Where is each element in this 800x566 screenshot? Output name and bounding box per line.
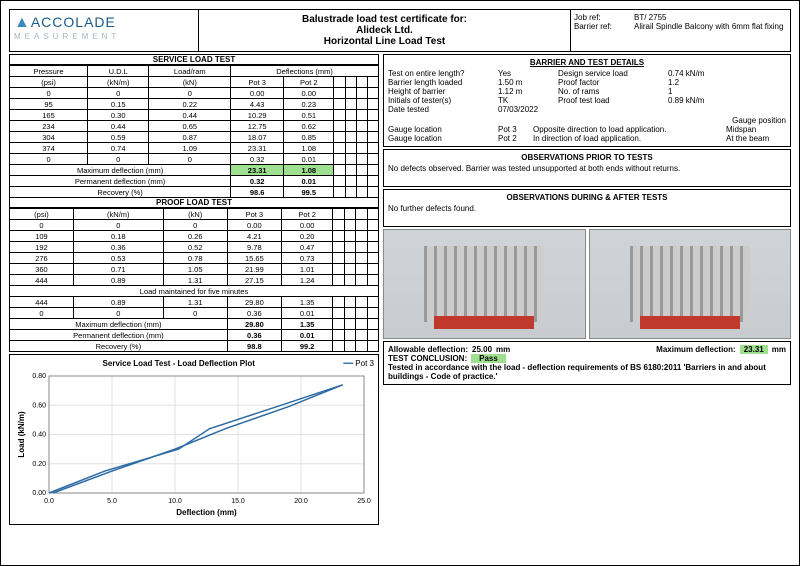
maxdef-label: Maximum deflection: xyxy=(656,345,736,354)
proof-test-title: PROOF LOAD TEST xyxy=(9,198,379,208)
right-column: BARRIER AND TEST DETAILS Test on entire … xyxy=(383,54,791,525)
photo-2 xyxy=(589,229,792,339)
photo-1 xyxy=(383,229,586,339)
barrier-ref-value: Alirail Spindle Balcony with 6mm flat fi… xyxy=(634,22,787,31)
svg-text:10.0: 10.0 xyxy=(168,498,182,505)
svg-text:25.0: 25.0 xyxy=(357,498,371,505)
jobref-label: Job ref: xyxy=(574,13,634,22)
photos-row xyxy=(383,229,791,339)
header-row: ▲ACCOLADE MEASUREMENT Balustrade load te… xyxy=(9,9,791,52)
proof-load-table: (psi)(kN/m)(kN)Pot 3Pot 20000.000.001090… xyxy=(9,208,379,352)
gauge-position-label: Gauge position xyxy=(732,116,786,125)
obs-after-box: OBSERVATIONS DURING & AFTER TESTS No fur… xyxy=(383,189,791,227)
service-load-table: PressureU.D.LLoad/ramDeflections (mm)(ps… xyxy=(9,65,379,198)
certificate-page: ▲ACCOLADE MEASUREMENT Balustrade load te… xyxy=(0,0,800,566)
logo-subtext: MEASUREMENT xyxy=(14,32,194,41)
title-line-1: Balustrade load test certificate for: xyxy=(203,14,566,25)
maxdef-value: 23.31 xyxy=(740,345,768,354)
allowable-unit: mm xyxy=(496,345,510,354)
barrier-details-title: BARRIER AND TEST DETAILS xyxy=(388,58,786,67)
service-test-title: SERVICE LOAD TEST xyxy=(9,54,379,65)
jobref-cell: Job ref:BT/ 2755 Barrier ref:Alirail Spi… xyxy=(571,9,791,52)
svg-text:0.00: 0.00 xyxy=(32,490,46,497)
svg-text:0.60: 0.60 xyxy=(32,402,46,409)
conclusion-box: Allowable deflection: 25.00 mm Maximum d… xyxy=(383,341,791,385)
logo-triangle-icon: ▲ xyxy=(14,14,31,31)
maxdef-unit: mm xyxy=(772,345,786,354)
obs-after-text: No further defects found. xyxy=(388,204,786,213)
conclusion-value: Pass xyxy=(471,354,506,363)
svg-text:0.0: 0.0 xyxy=(44,498,54,505)
svg-text:0.80: 0.80 xyxy=(32,373,46,380)
barrier-details-box: BARRIER AND TEST DETAILS Test on entire … xyxy=(383,54,791,147)
logo-cell: ▲ACCOLADE MEASUREMENT xyxy=(9,9,199,52)
title-line-2: Alideck Ltd. xyxy=(203,25,566,36)
svg-text:Deflection (mm): Deflection (mm) xyxy=(176,508,237,517)
jobref-value: BT/ 2755 xyxy=(634,13,787,22)
title-cell: Balustrade load test certificate for: Al… xyxy=(199,9,571,52)
logo-text: ▲ACCOLADE xyxy=(14,14,194,32)
svg-text:Load (kN/m): Load (kN/m) xyxy=(17,411,26,458)
standard-text: Tested in accordance with the load - def… xyxy=(388,363,786,381)
svg-text:5.0: 5.0 xyxy=(107,498,117,505)
chart-box: Service Load Test - Load Deflection Plot… xyxy=(9,354,379,525)
allowable-label: Allowable deflection: xyxy=(388,345,468,354)
main-columns: SERVICE LOAD TEST PressureU.D.LLoad/ramD… xyxy=(9,54,791,525)
title-line-3: Horizontal Line Load Test xyxy=(203,36,566,47)
obs-prior-title: OBSERVATIONS PRIOR TO TESTS xyxy=(388,153,786,162)
svg-text:20.0: 20.0 xyxy=(294,498,308,505)
obs-prior-box: OBSERVATIONS PRIOR TO TESTS No defects o… xyxy=(383,149,791,187)
deflection-chart: 0.0 5.0 10.0 15.0 20.0 25.0 0.00 0.20 0.40 0.60 0.… xyxy=(14,368,374,518)
allowable-value: 25.00 xyxy=(472,345,492,354)
left-column: SERVICE LOAD TEST PressureU.D.LLoad/ramD… xyxy=(9,54,379,525)
barrier-ref-label: Barrier ref: xyxy=(574,22,634,31)
gauge-row-2: Gauge location Pot 2 In direction of loa… xyxy=(388,134,786,143)
chart-title: Service Load Test - Load Deflection Plot xyxy=(103,359,255,368)
svg-text:0.40: 0.40 xyxy=(32,432,46,439)
svg-text:15.0: 15.0 xyxy=(231,498,245,505)
chart-legend: ━━ Pot 3 xyxy=(343,359,374,368)
svg-text:0.20: 0.20 xyxy=(32,461,46,468)
obs-prior-text: No defects observed. Barrier was tested … xyxy=(388,164,786,173)
gauge-row-1: Gauge location Pot 3 Opposite direction … xyxy=(388,125,786,134)
conclusion-label: TEST CONCLUSION: xyxy=(388,354,467,363)
obs-after-title: OBSERVATIONS DURING & AFTER TESTS xyxy=(388,193,786,202)
